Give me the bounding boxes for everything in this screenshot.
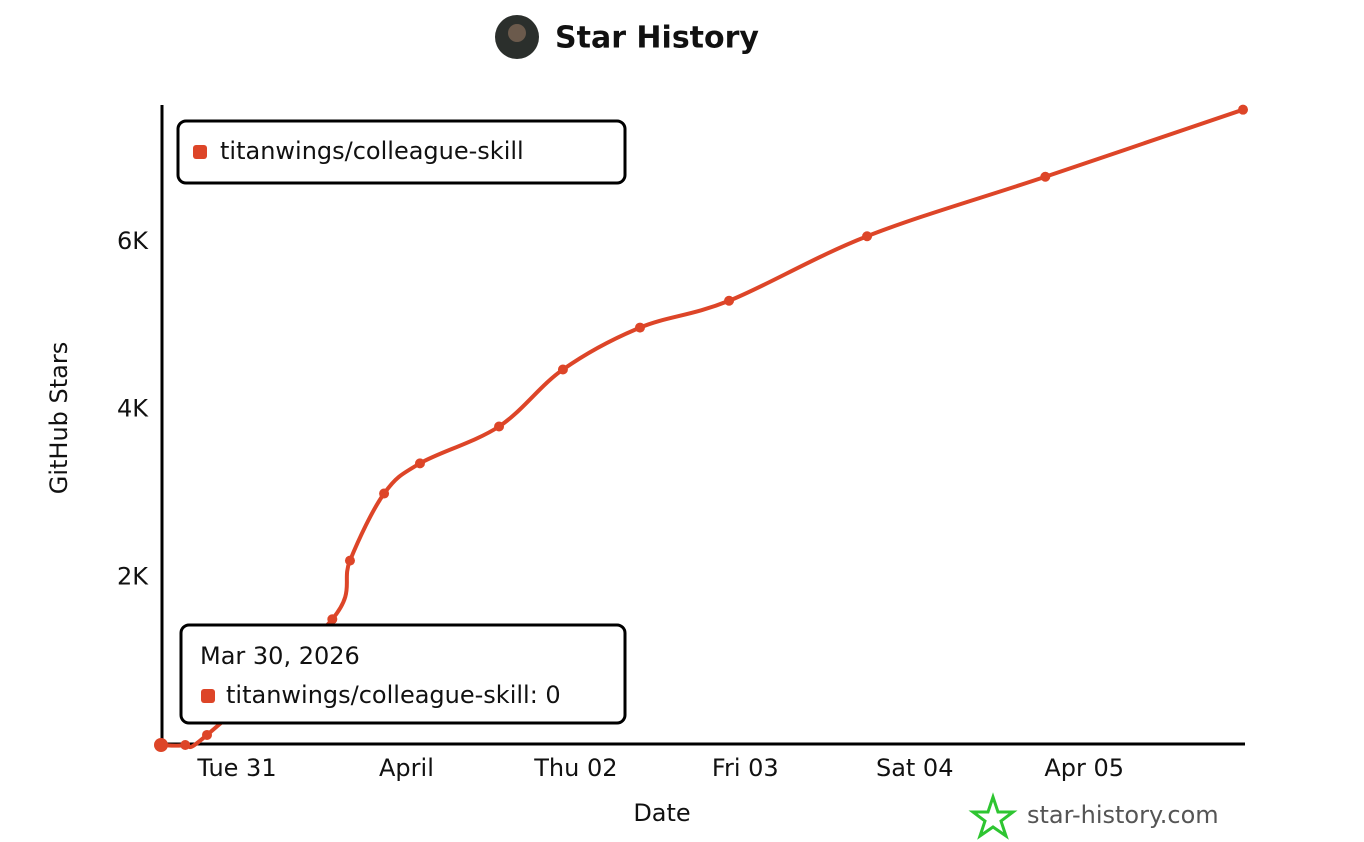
legend-label: titanwings/colleague-skill: [220, 137, 524, 165]
x-tick-label: April: [379, 754, 434, 782]
y-tick-label: 2K: [117, 562, 149, 590]
point: [1238, 104, 1248, 115]
x-tick-label: Apr 05: [1044, 754, 1124, 782]
legend-swatch: [193, 145, 207, 159]
legend-box: [176, 119, 627, 185]
point: [202, 729, 213, 740]
tooltip-swatch: [201, 689, 215, 703]
point: [1040, 171, 1051, 182]
point: [557, 364, 568, 375]
tooltip-title: Mar 30, 2026: [200, 642, 360, 670]
y-tick-label: 6K: [117, 227, 149, 255]
watermark-icon: [968, 792, 1018, 840]
x-axis-label: Date: [633, 799, 690, 827]
y-tick-label: 4K: [117, 395, 149, 423]
x-tick-label: Thu 02: [533, 754, 617, 782]
point: [414, 458, 425, 469]
point: [379, 488, 390, 499]
point: [344, 555, 355, 566]
point: [494, 421, 505, 432]
y-axis-label: GitHub Stars: [45, 342, 73, 495]
point: [154, 738, 168, 752]
x-tick-label: Fri 03: [712, 754, 779, 782]
tooltip-box: [179, 623, 627, 725]
point: [862, 231, 873, 242]
legend: titanwings/colleague-skill: [176, 119, 627, 185]
x-tick-label: Sat 04: [876, 754, 954, 782]
point: [327, 614, 338, 625]
x-tick-label: Tue 31: [196, 754, 276, 782]
chart-title: Star History: [555, 21, 759, 56]
point: [634, 322, 645, 333]
watermark: star-history.com: [1027, 801, 1219, 829]
point: [180, 740, 191, 750]
tooltip-text: titanwings/colleague-skill: 0: [226, 681, 561, 709]
avatar-face: [508, 24, 526, 42]
tooltip: Mar 30, 2026 titanwings/colleague-skill:…: [179, 623, 627, 725]
point: [724, 295, 735, 306]
